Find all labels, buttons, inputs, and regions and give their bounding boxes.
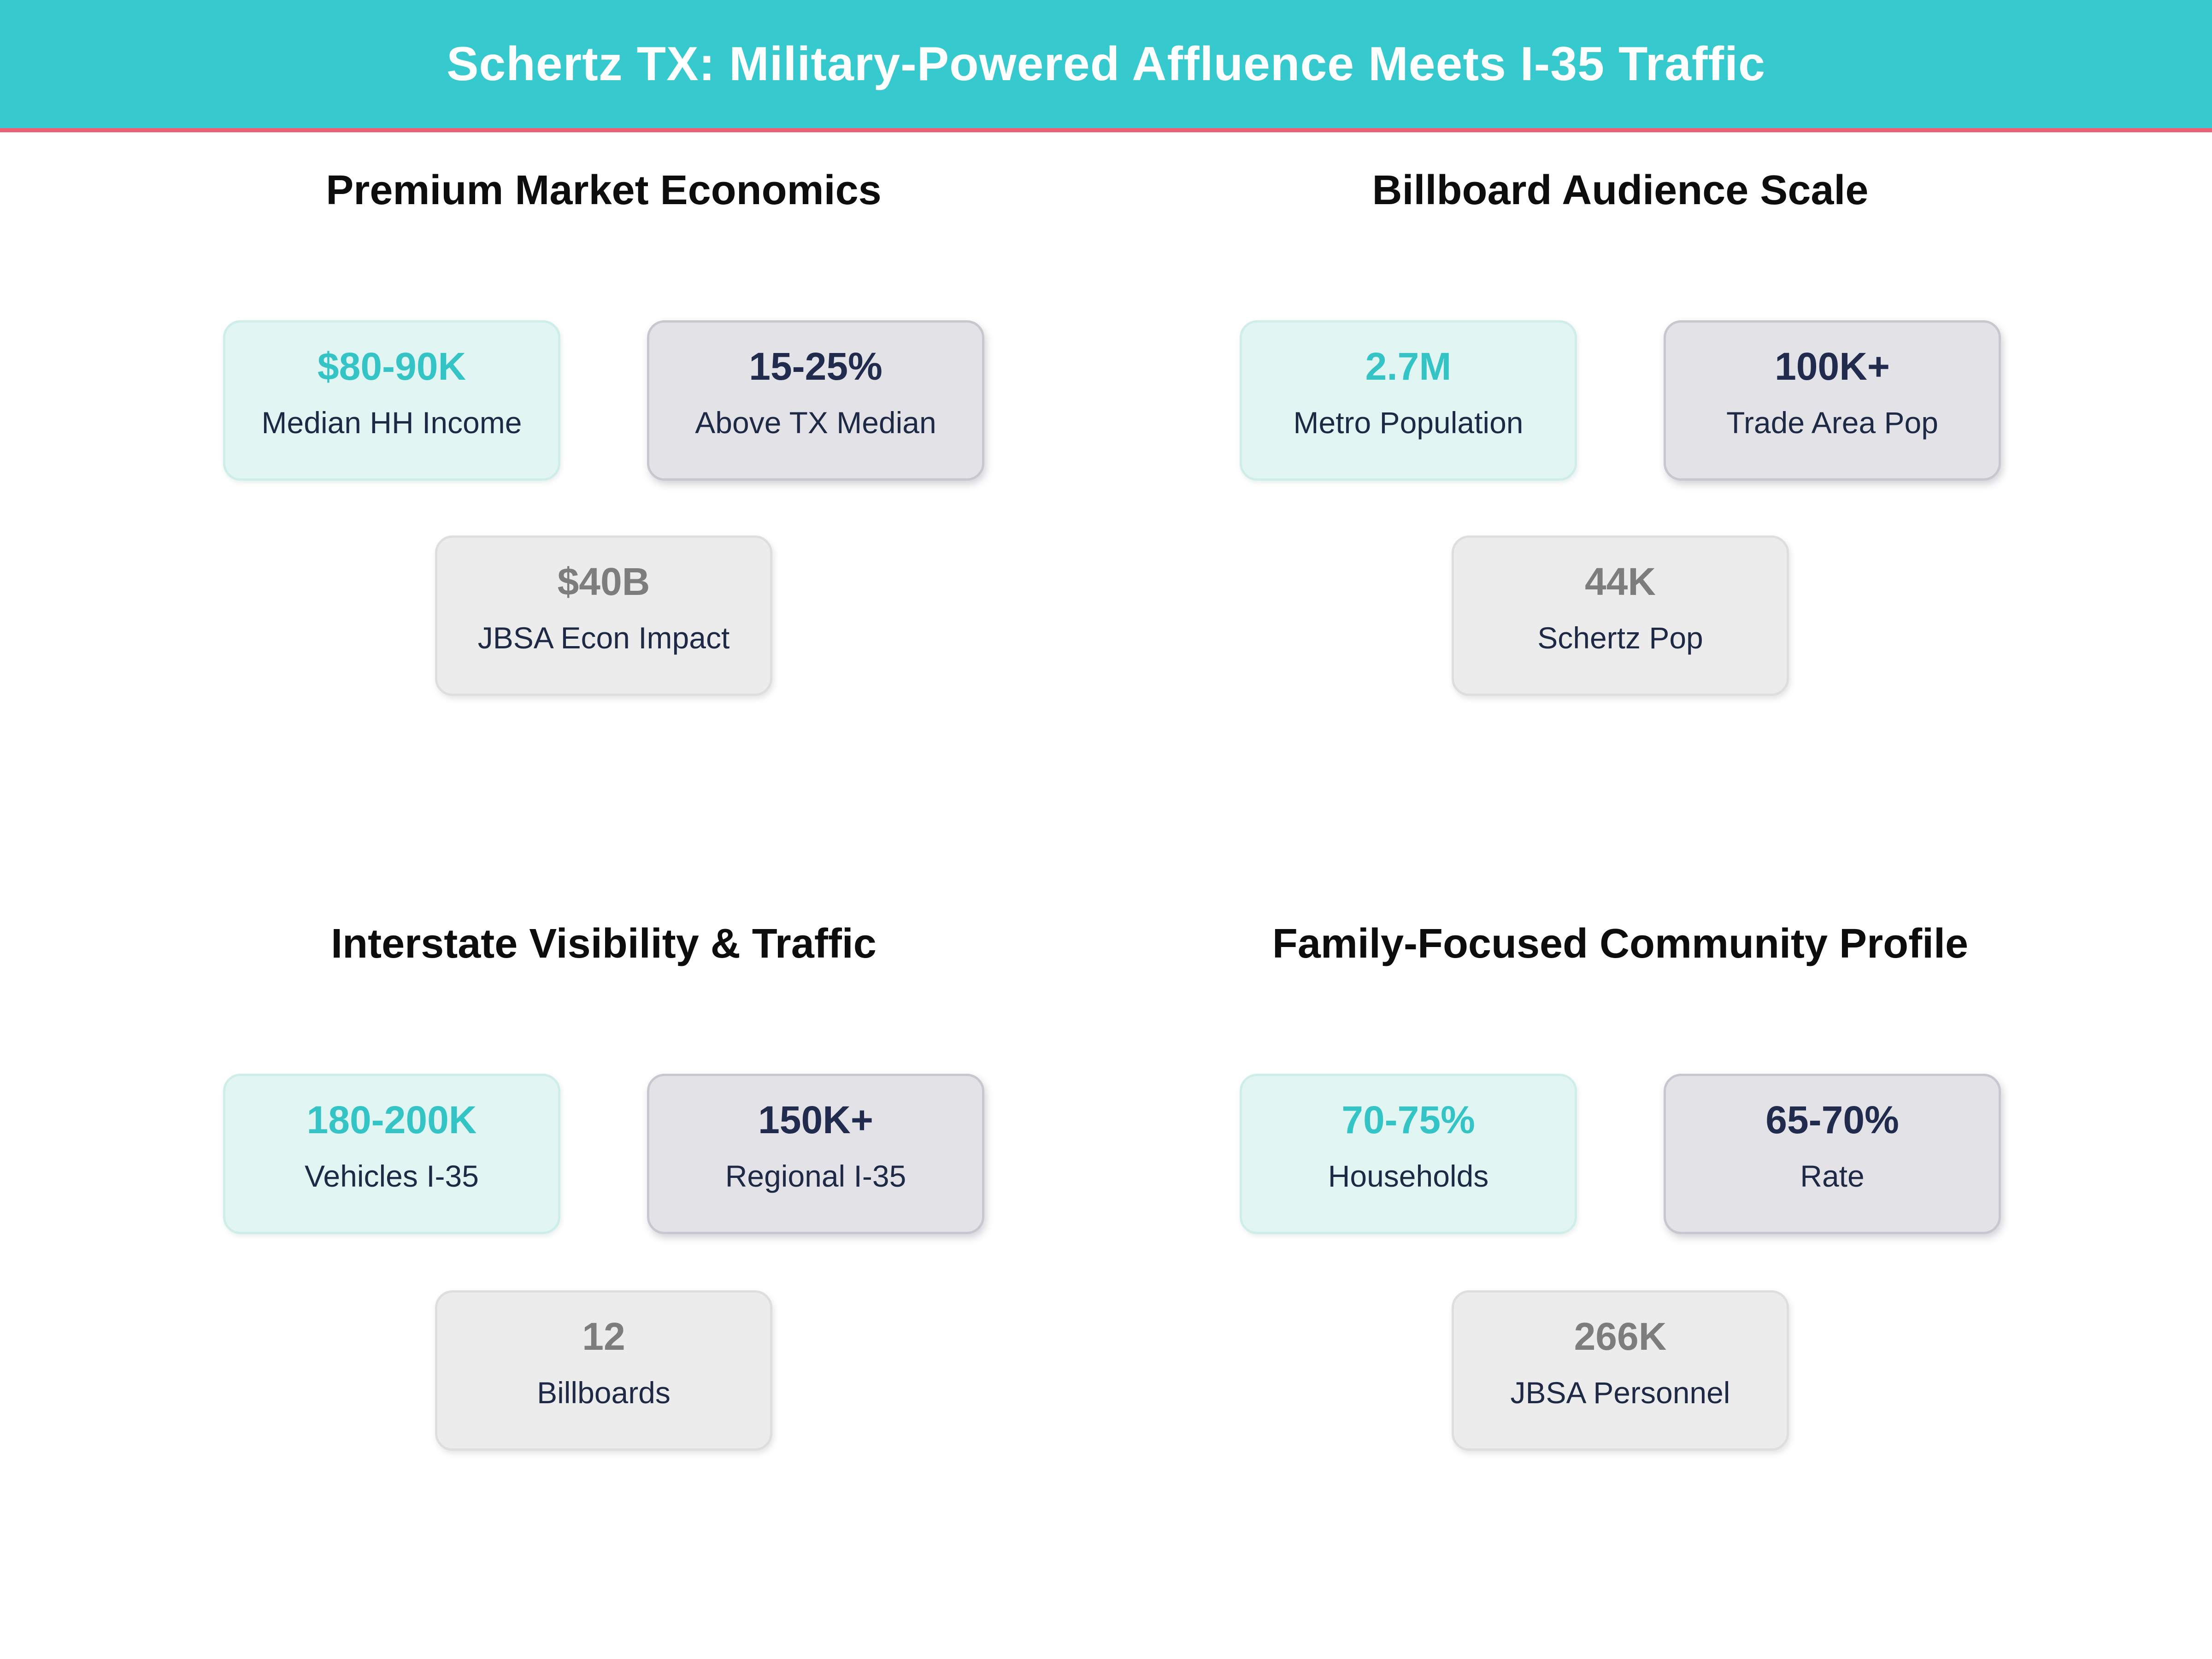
metric-label: Vehicles I-35 [305,1159,479,1193]
metric-value: $40B [557,560,650,603]
metric-card-vehicles-i35: 180-200K Vehicles I-35 [223,1074,560,1234]
metric-card-trade-area-pop: 100K+ Trade Area Pop [1664,320,2001,481]
metric-value: 2.7M [1365,345,1452,388]
panel-heading-family-focused-community-profile: Family-Focused Community Profile [1272,921,1969,967]
metric-card-jbsa-econ-impact: $40B JBSA Econ Impact [435,535,772,696]
metric-value: 65-70% [1765,1098,1899,1141]
metric-label: Above TX Median [695,406,936,440]
page-title: Schertz TX: Military-Powered Affluence M… [447,37,1765,91]
panel-heading-premium-market-economics: Premium Market Economics [326,167,882,213]
panel-heading-interstate-visibility-traffic: Interstate Visibility & Traffic [331,921,877,967]
metric-label: Median HH Income [261,406,522,440]
metric-card-metro-population: 2.7M Metro Population [1240,320,1577,481]
metric-value: 12 [582,1315,625,1358]
metric-label: Schertz Pop [1537,621,1703,655]
metric-label: Households [1328,1159,1489,1193]
metric-card-households: 70-75% Households [1240,1074,1577,1234]
metric-label: Rate [1800,1159,1865,1193]
metric-card-jbsa-personnel: 266K JBSA Personnel [1452,1290,1789,1451]
metric-value: $80-90K [317,345,466,388]
metric-label: Billboards [537,1376,671,1410]
metric-label: Metro Population [1293,406,1524,440]
metric-label: JBSA Econ Impact [477,621,730,655]
metric-value: 266K [1574,1315,1667,1358]
metric-value: 70-75% [1341,1098,1475,1141]
metric-card-schertz-pop: 44K Schertz Pop [1452,535,1789,696]
metric-value: 150K+ [758,1098,873,1141]
title-banner: Schertz TX: Military-Powered Affluence M… [0,0,2212,128]
metric-label: Regional I-35 [725,1159,906,1193]
accent-stripe [0,128,2212,132]
metric-value: 100K+ [1775,345,1890,388]
metric-card-median-hh-income: $80-90K Median HH Income [223,320,560,481]
metric-card-regional-i35: 150K+ Regional I-35 [647,1074,984,1234]
metric-value: 180-200K [306,1098,477,1141]
panel-heading-billboard-audience-scale: Billboard Audience Scale [1372,167,1869,213]
metric-card-billboards: 12 Billboards [435,1290,772,1451]
metric-card-above-tx-median: 15-25% Above TX Median [647,320,984,481]
metric-label: JBSA Personnel [1510,1376,1730,1410]
metric-value: 15-25% [749,345,882,388]
metric-card-rate: 65-70% Rate [1664,1074,2001,1234]
metric-value: 44K [1584,560,1656,603]
metric-label: Trade Area Pop [1726,406,1938,440]
